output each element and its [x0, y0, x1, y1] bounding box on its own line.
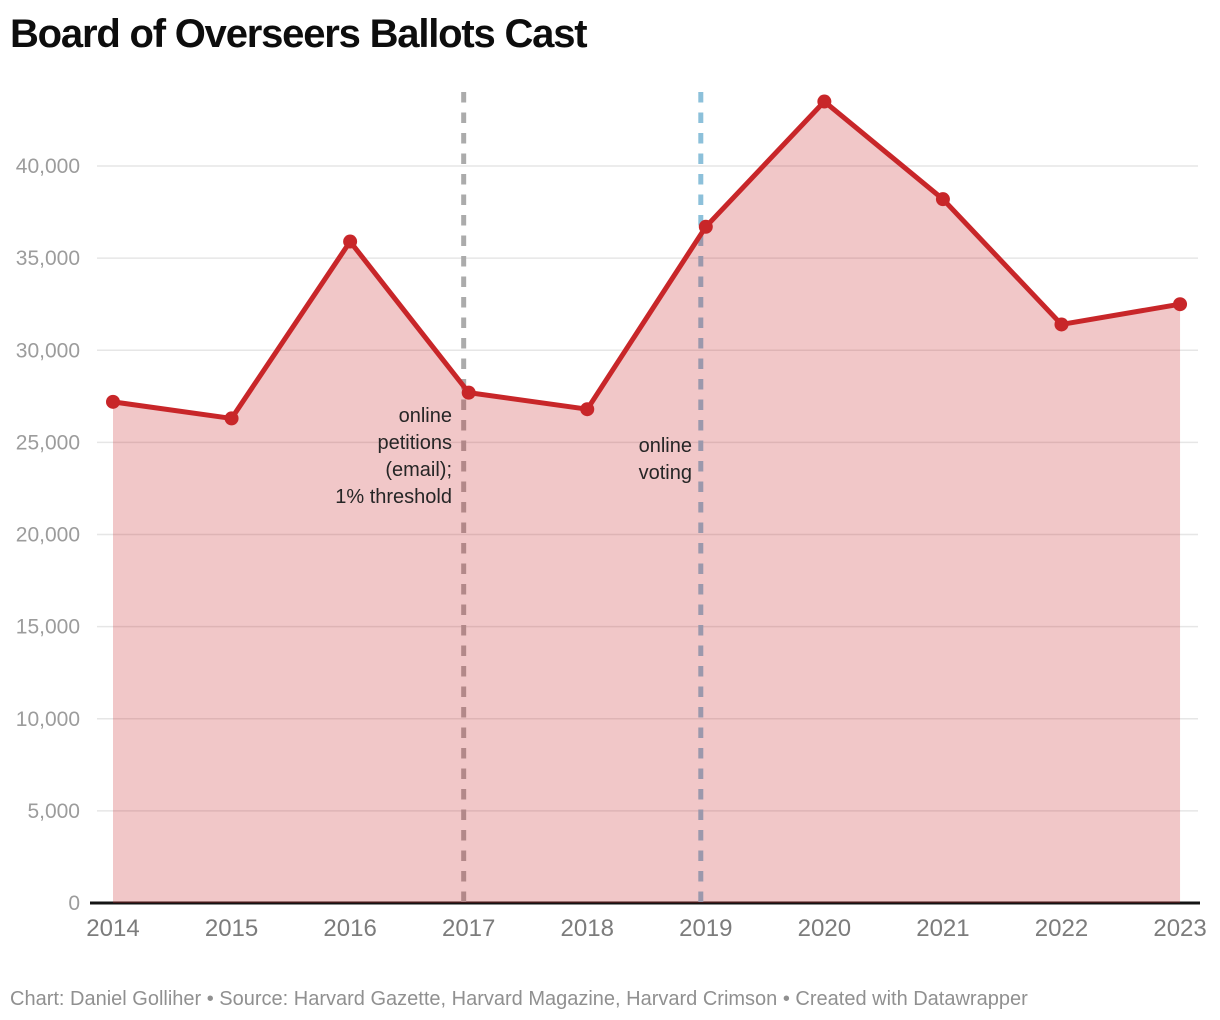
x-axis-tick-label: 2015	[205, 915, 258, 942]
annotation-online-voting: online voting	[639, 433, 692, 487]
annotation-line: voting	[638, 462, 692, 484]
x-axis-tick-label: 2019	[679, 915, 732, 942]
x-axis-tick-label: 2022	[1035, 915, 1088, 942]
annotation-online-petitions: online petitions (email); 1% threshold	[335, 403, 452, 511]
data-point-2018	[580, 402, 595, 417]
data-point-2023	[1173, 297, 1188, 312]
y-axis-tick-label: 0	[68, 892, 80, 915]
annotation-line: (email);	[385, 459, 452, 481]
y-axis-tick-label: 30,000	[16, 339, 80, 362]
y-axis-tick-label: 40,000	[16, 155, 80, 178]
annotation-line: online	[638, 435, 692, 457]
x-axis-tick-label: 2016	[323, 915, 376, 942]
data-point-2015	[224, 411, 239, 426]
y-axis-tick-label: 10,000	[16, 708, 80, 731]
annotation-line: 1% threshold	[335, 486, 452, 508]
y-axis-tick-label: 35,000	[16, 247, 80, 270]
annotation-line: petitions	[377, 432, 453, 454]
data-point-2019	[698, 219, 713, 234]
y-axis-tick-label: 5,000	[27, 800, 80, 823]
data-point-2020	[817, 94, 832, 109]
x-axis-tick-label: 2014	[86, 915, 139, 942]
data-point-2014	[106, 394, 120, 409]
data-point-2016	[343, 234, 358, 249]
y-axis-tick-label: 25,000	[16, 431, 80, 454]
data-line	[110, 99, 1183, 421]
chart-footer: Chart: Daniel Golliher • Source: Harvard…	[10, 988, 1028, 1010]
data-point-2022	[1054, 317, 1069, 332]
x-axis-tick-label: 2023	[1153, 915, 1206, 942]
area-fill	[113, 101, 1181, 903]
data-point-2017	[461, 385, 476, 400]
x-axis-tick-label: 2017	[442, 915, 495, 942]
x-axis-tick-label: 2020	[798, 915, 851, 942]
x-axis-tick-label: 2021	[916, 915, 969, 942]
chart-title: Board of Overseers Ballots Cast	[10, 12, 588, 56]
annotation-line: online	[398, 405, 452, 427]
x-axis-tick-label: 2018	[561, 915, 614, 942]
y-axis-tick-label: 15,000	[16, 616, 80, 639]
data-point-2021	[935, 192, 950, 207]
y-axis-tick-label: 20,000	[16, 524, 80, 547]
